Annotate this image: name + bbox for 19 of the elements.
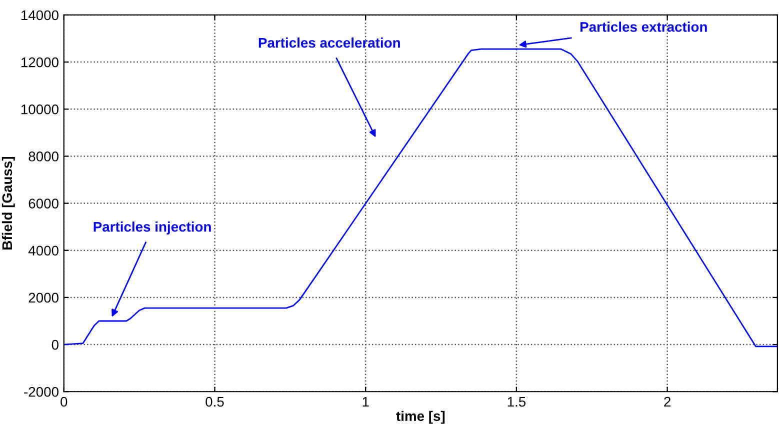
- y-tick-label: 14000: [21, 10, 58, 20]
- y-tick-label: 2000: [28, 292, 58, 303]
- annotation: Particles acceleration: [258, 38, 400, 48]
- x-tick-label: 1: [362, 396, 369, 407]
- y-tick-label: -2000: [24, 386, 58, 397]
- annotation: Particles injection: [94, 222, 211, 234]
- y-axis-title: Bfield [Gauss]: [2, 157, 15, 250]
- y-tick-label: 12000: [21, 57, 58, 68]
- y-tick-label: 4000: [28, 246, 58, 256]
- x-tick-label: 2: [664, 396, 670, 407]
- x-tick-label: 0: [60, 396, 68, 407]
- x-tick-label: 0.5: [206, 396, 224, 407]
- y-tick-label: 6000: [28, 198, 58, 208]
- y-tick-label: 0: [52, 340, 58, 350]
- y-tick-label: 8000: [28, 152, 58, 162]
- y-tick-label: 10000: [21, 104, 58, 114]
- x-tick-label: 1.5: [508, 396, 526, 407]
- x-axis-title: time [s]: [396, 410, 445, 424]
- annotation: Particles extraction: [580, 22, 707, 32]
